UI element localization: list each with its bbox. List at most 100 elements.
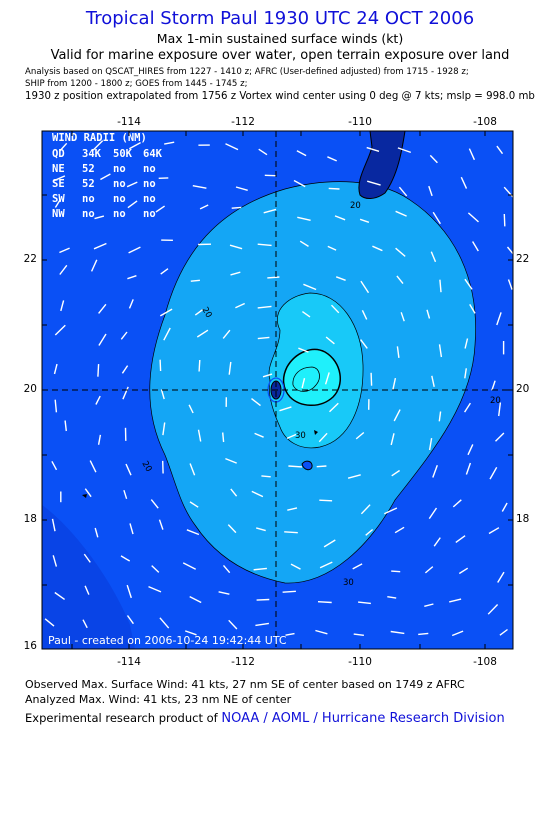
wind-vector xyxy=(424,566,434,574)
wind-vector xyxy=(438,411,442,422)
wind-vector xyxy=(64,420,67,432)
wind-vector xyxy=(54,399,58,413)
lon-tick-top: -114 xyxy=(117,116,141,128)
wind-vector xyxy=(496,145,504,155)
wind-vector xyxy=(225,457,237,464)
wind-vector xyxy=(251,490,264,498)
lat-tick-right: 18 xyxy=(516,513,529,525)
wind-vector xyxy=(98,303,107,314)
wind-vector xyxy=(126,584,132,599)
wind-radii-cell: no xyxy=(113,178,126,190)
wind-radii-cell: no xyxy=(82,208,95,220)
wind-vector xyxy=(464,402,471,413)
wind-vector xyxy=(430,251,437,263)
wind-vector xyxy=(285,632,295,636)
wind-vector xyxy=(438,344,443,358)
wind-vector xyxy=(495,432,505,442)
wind-radii-cell: no xyxy=(143,178,156,190)
wind-vector xyxy=(162,422,166,436)
wind-vector xyxy=(464,338,469,349)
wind-vector xyxy=(428,507,438,519)
wind-vector xyxy=(290,563,301,570)
wind-vector xyxy=(329,402,339,413)
lon-tick-top: -110 xyxy=(348,116,372,128)
wind-vector xyxy=(488,527,500,535)
wind-vector xyxy=(323,539,336,548)
wind-vector xyxy=(316,465,327,468)
wind-analysis-map: -114 -112 -110 -108 -114 -112 -110 -108 … xyxy=(24,116,530,668)
wind-vector xyxy=(372,245,383,252)
wind-vector xyxy=(315,629,328,635)
wind-vector xyxy=(396,346,400,358)
wind-vector xyxy=(464,368,467,379)
wind-vector xyxy=(347,474,361,479)
wind-vector xyxy=(393,409,401,422)
wind-radii-header-cell: 50K xyxy=(113,148,133,160)
wind-vector xyxy=(467,212,479,223)
wind-vector xyxy=(396,275,404,285)
wind-vector xyxy=(97,434,102,445)
wind-vector xyxy=(51,518,56,532)
wind-vector xyxy=(299,240,309,247)
wind-vector xyxy=(151,565,160,573)
wind-vector xyxy=(489,466,498,480)
wind-vector xyxy=(197,429,202,442)
wind-vector xyxy=(257,243,272,247)
wind-vector xyxy=(469,304,476,314)
wind-vector xyxy=(44,618,55,627)
lat-tick-left: 18 xyxy=(24,513,37,525)
wind-vector xyxy=(129,523,134,535)
wind-vector xyxy=(391,469,400,477)
contour-label: 20 xyxy=(199,306,213,320)
wind-vector xyxy=(251,398,261,407)
wind-vector xyxy=(359,218,370,223)
hrd-link[interactable]: NOAA / AOML / Hurricane Research Divisio… xyxy=(221,711,505,726)
wind-radii-cell: no xyxy=(113,193,126,205)
wind-vector xyxy=(318,432,328,443)
wind-vector xyxy=(288,465,303,468)
wind-vector xyxy=(451,630,464,637)
wind-vector xyxy=(256,598,270,601)
wind-vector xyxy=(319,499,333,502)
wind-vector xyxy=(428,185,433,197)
wind-radii-cell: no xyxy=(113,208,126,220)
wind-vector xyxy=(189,595,202,604)
wind-vector xyxy=(53,175,66,182)
wind-vector xyxy=(164,141,175,145)
wind-vector xyxy=(128,246,141,254)
wind-vector xyxy=(235,302,245,309)
wind-radii-cell: no xyxy=(82,193,95,205)
wind-vector xyxy=(59,247,70,254)
wind-vector xyxy=(496,312,502,326)
wind-vector xyxy=(160,268,169,275)
wind-vector xyxy=(455,535,466,543)
wind-vector xyxy=(159,617,170,629)
wind-band-above-40kt xyxy=(282,348,341,406)
wind-vector xyxy=(432,211,441,225)
wind-vector xyxy=(398,186,408,197)
wind-vector xyxy=(127,200,138,209)
wind-vector xyxy=(231,206,242,209)
analysis-sources-line-1: Analysis based on QSCAT_HIRES from 1227 … xyxy=(25,67,469,77)
credit-prefix: Experimental research product of xyxy=(25,711,222,725)
wind-vector xyxy=(426,309,431,319)
wind-vector xyxy=(60,300,65,312)
wind-vector xyxy=(222,564,231,574)
wind-vector xyxy=(282,590,296,593)
wind-vector xyxy=(352,563,363,570)
wind-vector xyxy=(256,527,266,532)
wind-vector xyxy=(424,603,434,607)
lon-tick-top: -108 xyxy=(473,116,497,128)
wind-vector xyxy=(464,278,473,290)
wind-vector xyxy=(59,264,68,275)
wind-vector xyxy=(498,402,502,417)
wind-vector xyxy=(198,359,201,372)
wind-vector xyxy=(235,186,248,191)
wind-vector xyxy=(432,464,438,478)
wind-vector xyxy=(301,378,306,389)
wind-vector xyxy=(128,141,141,150)
wind-vector xyxy=(394,526,405,534)
wind-vector xyxy=(189,501,199,508)
wind-vector xyxy=(319,561,333,569)
wind-vector xyxy=(503,213,506,227)
